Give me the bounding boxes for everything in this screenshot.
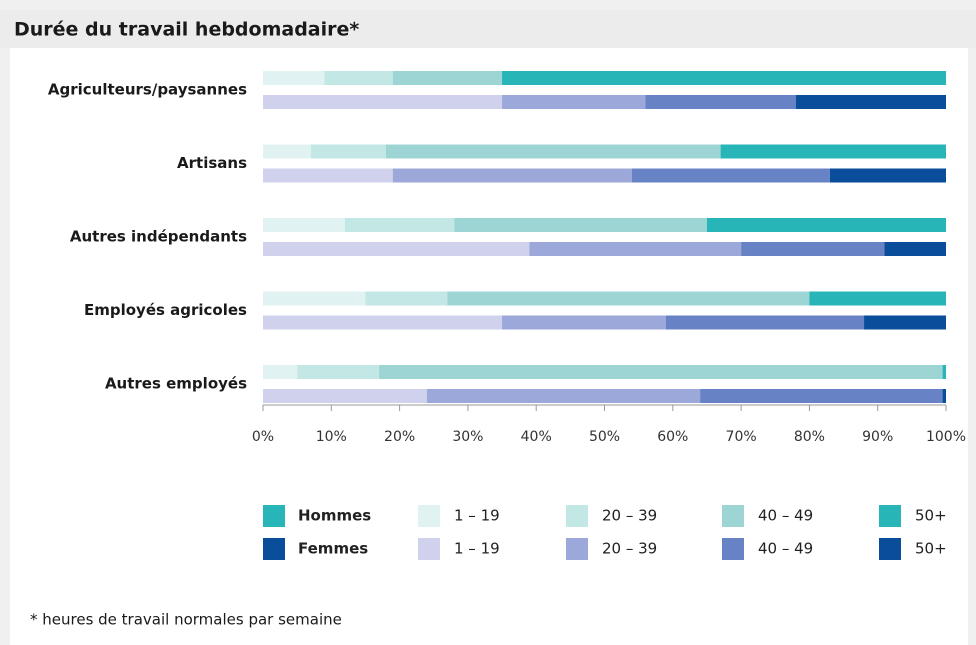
legend-label: Hommes — [298, 507, 371, 525]
bar-segment — [263, 389, 427, 403]
legend-label: Femmes — [298, 540, 368, 558]
legend-swatch — [879, 538, 901, 560]
x-tick-label: 60% — [657, 429, 688, 445]
legend-swatch — [263, 538, 285, 560]
legend-label: 40 – 49 — [758, 540, 813, 558]
bar-segment — [809, 291, 946, 306]
bar-segment — [263, 218, 345, 232]
bar-segment — [720, 144, 946, 159]
bar-segment — [447, 291, 810, 306]
legend-swatch — [566, 538, 588, 560]
legend-label: 50+ — [915, 507, 947, 525]
legend-label: 20 – 39 — [602, 540, 657, 558]
bar-segment — [502, 95, 646, 109]
bar-segment — [864, 315, 946, 330]
bar-segment — [884, 242, 946, 256]
bar-segment — [502, 315, 666, 330]
bar-segment — [263, 71, 325, 85]
bar-segment — [263, 144, 311, 159]
bar-segment — [392, 168, 632, 183]
bar-segment — [324, 71, 393, 85]
x-tick-label: 40% — [521, 429, 552, 445]
bar-segment — [942, 365, 946, 379]
bar-segment — [263, 365, 298, 379]
category-label: Autres employés — [105, 375, 247, 393]
bar-segment — [665, 315, 865, 330]
bar-segment — [741, 242, 885, 256]
bar-segment — [454, 218, 707, 232]
bar-segment — [706, 218, 946, 232]
legend-swatch — [263, 505, 285, 527]
title-bar — [0, 10, 976, 48]
bar-segment — [263, 95, 503, 109]
bar-segment — [365, 291, 448, 306]
category-label: Agriculteurs/paysannes — [48, 81, 247, 99]
legend-swatch — [722, 505, 744, 527]
x-tick-label: 30% — [452, 429, 483, 445]
bar-segment — [263, 291, 366, 306]
legend-label: 1 – 19 — [454, 507, 500, 525]
bar-segment — [297, 365, 380, 379]
legend-swatch — [418, 505, 440, 527]
x-tick-label: 0% — [252, 429, 274, 445]
bar-segment — [829, 168, 946, 183]
legend-label: 40 – 49 — [758, 507, 813, 525]
x-tick-label: 90% — [862, 429, 893, 445]
legend-label: 1 – 19 — [454, 540, 500, 558]
bar-segment — [392, 71, 503, 85]
x-tick-label: 50% — [589, 429, 620, 445]
bar-segment — [645, 95, 796, 109]
x-tick-label: 20% — [384, 429, 415, 445]
bar-segment — [426, 389, 701, 403]
legend-swatch — [566, 505, 588, 527]
x-tick-label: 70% — [726, 429, 757, 445]
bar-segment — [263, 315, 503, 330]
legend-swatch — [879, 505, 901, 527]
bar-segment — [263, 242, 530, 256]
bar-segment — [942, 389, 946, 403]
bar-segment — [385, 144, 721, 159]
bar-segment — [631, 168, 830, 183]
category-label: Artisans — [177, 154, 247, 172]
x-tick-label: 80% — [794, 429, 825, 445]
bar-segment — [502, 71, 946, 85]
x-tick-label: 100% — [926, 429, 966, 445]
legend-swatch — [418, 538, 440, 560]
bar-segment — [263, 168, 393, 183]
legend-label: 20 – 39 — [602, 507, 657, 525]
category-label: Autres indépendants — [70, 228, 247, 246]
chart-title: Durée du travail hebdomadaire* — [14, 19, 359, 41]
bar-segment — [379, 365, 943, 379]
bar-segment — [795, 95, 946, 109]
legend-swatch — [722, 538, 744, 560]
category-label: Employés agricoles — [84, 301, 247, 319]
bar-segment — [700, 389, 943, 403]
legend-label: 50+ — [915, 540, 947, 558]
x-tick-label: 10% — [316, 429, 347, 445]
bar-segment — [529, 242, 742, 256]
bar-segment — [310, 144, 386, 159]
footnote: * heures de travail normales par semaine — [30, 611, 342, 629]
bar-segment — [344, 218, 455, 232]
